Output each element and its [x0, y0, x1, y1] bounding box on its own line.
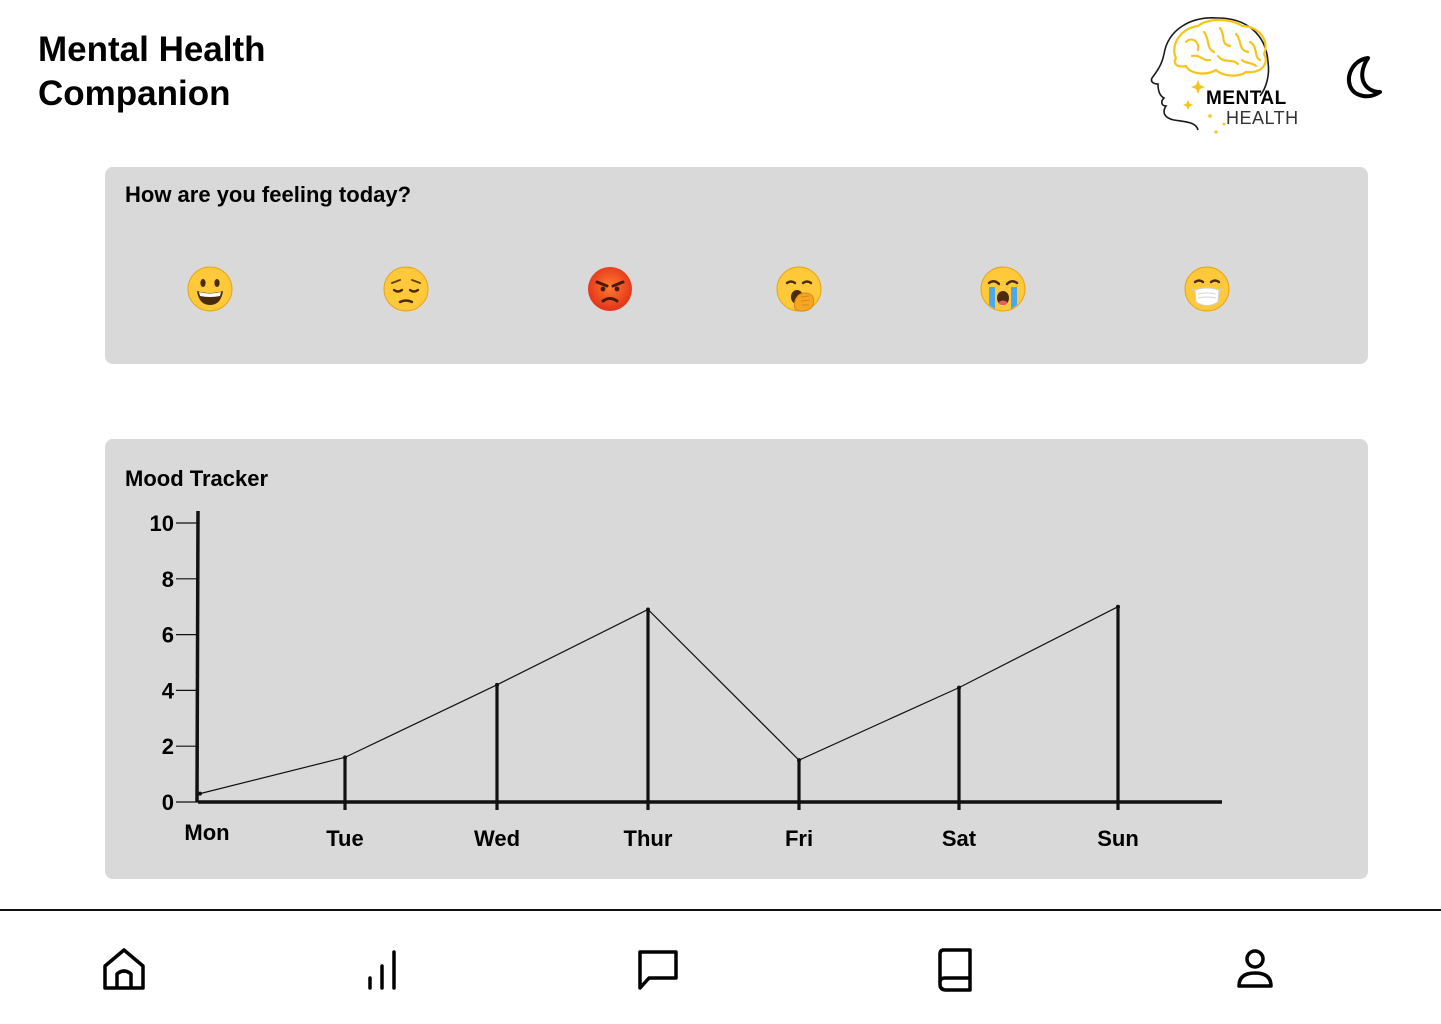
user-icon: [1237, 949, 1273, 988]
moon-icon: [1347, 56, 1382, 99]
face-with-mask-icon: [1184, 266, 1230, 312]
mood-data-point: [797, 758, 801, 763]
mood-question: How are you feeling today?: [125, 182, 412, 207]
x-tick-label: Tue: [326, 826, 363, 851]
mood-data-point: [1116, 604, 1120, 609]
y-tick-label: 10: [150, 511, 174, 536]
brain-head-logo-icon: [1150, 17, 1270, 134]
x-tick-label: Sun: [1097, 826, 1139, 851]
mood-tracker-title: Mood Tracker: [125, 466, 269, 491]
app-title: Mental Health Companion: [38, 30, 266, 113]
theme-toggle-button[interactable]: [1334, 52, 1388, 102]
y-tick-label: 2: [162, 734, 174, 759]
mood-tracker-card: Mood Tracker 0 2 4 6 8 10 Mon Tue Wed Thur Fri Sat S…: [105, 439, 1368, 879]
bottom-nav: [0, 911, 1441, 1024]
y-tick-label: 6: [162, 623, 174, 648]
mood-data-point: [495, 682, 499, 687]
mood-option-pensive[interactable]: [378, 261, 434, 317]
nav-profile-button[interactable]: [1227, 941, 1283, 997]
home-icon: [103, 948, 145, 990]
nav-chat-button[interactable]: [630, 941, 686, 997]
book-icon: [938, 948, 972, 992]
grinning-face-icon: [187, 266, 233, 312]
nav-stats-button[interactable]: [354, 941, 410, 997]
mood-series-line: [199, 606, 1119, 795]
x-tick-label: Thur: [624, 826, 673, 851]
mood-tracker-chart: 0 2 4 6 8 10 Mon Tue Wed Thur Fri Sat Sun: [150, 510, 1222, 851]
angry-face-icon: [588, 267, 632, 311]
mood-data-point: [957, 685, 961, 690]
mood-option-yawning[interactable]: [771, 261, 827, 317]
x-tick-label: Mon: [184, 820, 229, 845]
mood-option-happy[interactable]: [182, 261, 238, 317]
pensive-face-icon: [383, 266, 429, 312]
y-tick-label: 4: [162, 678, 175, 703]
nav-journal-button[interactable]: [927, 941, 983, 997]
mood-option-sick[interactable]: [1179, 261, 1235, 317]
mood-data-point: [343, 755, 347, 760]
x-tick-label: Wed: [474, 826, 520, 851]
logo-text-mental: MENTAL: [1206, 88, 1287, 109]
mood-data-point: [646, 607, 650, 612]
bar-chart-icon: [368, 950, 396, 990]
crying-face-icon: [980, 266, 1026, 312]
mood-data-point: [198, 791, 202, 796]
x-tick-label: Fri: [785, 826, 813, 851]
mood-option-angry[interactable]: [582, 261, 638, 317]
brand-logo: MENTAL HEALTH: [1146, 12, 1299, 136]
y-tick-label: 8: [162, 567, 174, 592]
nav-home-button[interactable]: [96, 941, 152, 997]
yawning-face-icon: [776, 266, 822, 312]
logo-text-health: HEALTH: [1226, 108, 1299, 128]
chart-y-axis: [195, 510, 200, 803]
mood-option-crying[interactable]: [975, 261, 1031, 317]
x-tick-label: Sat: [942, 826, 977, 851]
bottom-nav-divider: [0, 909, 1441, 911]
mood-check-card: How are you feeling today?: [105, 167, 1368, 364]
chat-icon: [638, 950, 678, 990]
y-tick-label: 0: [162, 790, 174, 815]
